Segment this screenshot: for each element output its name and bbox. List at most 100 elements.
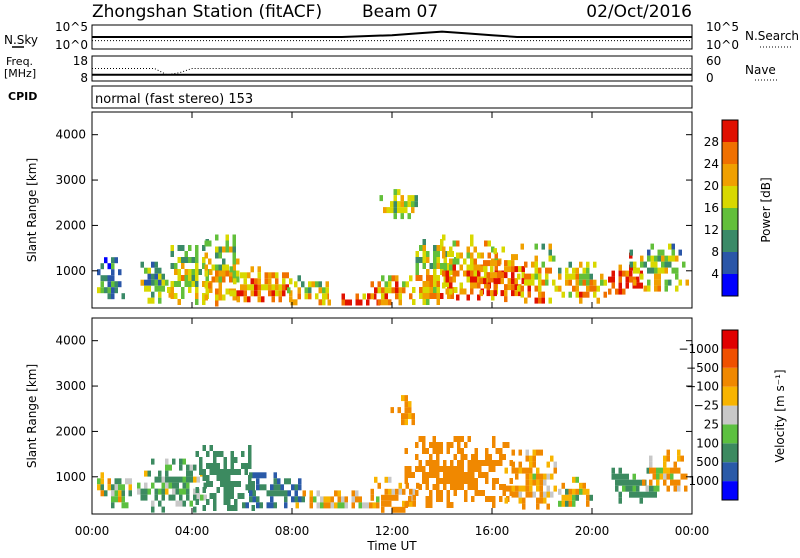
power-cell bbox=[661, 255, 665, 262]
power-cell bbox=[318, 287, 322, 294]
power-cell bbox=[402, 281, 406, 288]
velocity-cell bbox=[663, 455, 667, 462]
noise-right-tick-bottom: 10^0 bbox=[706, 38, 739, 52]
power-cell bbox=[490, 260, 494, 267]
power-cell bbox=[558, 267, 562, 274]
power-cell bbox=[479, 278, 483, 285]
velocity-cell bbox=[158, 500, 162, 507]
velocity-cell bbox=[450, 484, 454, 490]
velocity-colorbar-frame bbox=[721, 329, 739, 501]
velocity-cell bbox=[464, 496, 468, 502]
power-cell bbox=[395, 275, 399, 282]
velocity-cell bbox=[572, 488, 576, 495]
power-cell bbox=[388, 281, 392, 288]
power-cell bbox=[419, 293, 423, 299]
velocity-cell bbox=[518, 461, 522, 468]
power-cell bbox=[618, 276, 622, 283]
power-cell bbox=[639, 282, 643, 289]
power-cell bbox=[568, 261, 572, 268]
power-cell bbox=[325, 281, 329, 288]
power-cell bbox=[236, 270, 240, 277]
velocity-cell bbox=[625, 485, 629, 492]
velocity-cell bbox=[425, 460, 429, 466]
power-cell bbox=[618, 264, 622, 271]
power-cell bbox=[449, 258, 453, 265]
velocity-cell bbox=[395, 488, 399, 495]
power-cell bbox=[654, 273, 658, 280]
velocity-cell bbox=[632, 491, 636, 498]
velocity-cell bbox=[341, 496, 345, 503]
power-cell bbox=[151, 261, 155, 268]
power-cell bbox=[456, 252, 460, 259]
velocity-cell bbox=[251, 481, 255, 487]
velocity-cell bbox=[213, 493, 217, 499]
power-cell bbox=[218, 282, 222, 289]
power-cell bbox=[486, 284, 490, 291]
velocity-cell bbox=[242, 502, 246, 509]
power-cell bbox=[575, 291, 579, 298]
power-cell bbox=[322, 299, 326, 306]
velocity-cell bbox=[450, 466, 454, 472]
velocity-cell bbox=[284, 502, 288, 509]
velocity-cell bbox=[270, 484, 274, 491]
power-colorbar-tick: 16 bbox=[704, 201, 719, 215]
power-cell bbox=[520, 243, 524, 250]
velocity-cell bbox=[492, 478, 496, 484]
power-cell bbox=[654, 285, 658, 292]
velocity-cell bbox=[227, 475, 231, 481]
velocity-cell bbox=[168, 494, 172, 501]
power-cell bbox=[463, 288, 467, 295]
velocity-cell bbox=[256, 472, 260, 479]
velocity-cell bbox=[199, 457, 203, 463]
power-cell bbox=[205, 287, 209, 293]
power-cell bbox=[491, 246, 495, 253]
velocity-cell bbox=[446, 466, 450, 472]
power-cell bbox=[184, 251, 188, 257]
power-cell bbox=[118, 281, 122, 288]
power-cell bbox=[398, 293, 402, 300]
velocity-cell bbox=[432, 484, 436, 490]
power-cell bbox=[484, 282, 488, 289]
power-cell bbox=[393, 213, 397, 220]
power-cell bbox=[470, 288, 474, 295]
velocity-cell bbox=[196, 476, 200, 483]
velocity-cell bbox=[404, 448, 408, 454]
velocity-cell bbox=[175, 476, 179, 483]
velocity-colorbar-swatch bbox=[722, 405, 738, 425]
power-cell bbox=[282, 284, 286, 291]
power-cell bbox=[447, 281, 451, 287]
power-cell bbox=[419, 245, 423, 251]
velocity-cell bbox=[536, 473, 540, 480]
power-cell bbox=[514, 290, 518, 297]
velocity-cell bbox=[481, 472, 485, 478]
velocity-cell bbox=[515, 473, 519, 480]
velocity-cell bbox=[499, 454, 503, 460]
power-cell bbox=[218, 294, 222, 301]
velocity-cell bbox=[467, 436, 471, 442]
velocity-cell bbox=[436, 448, 440, 454]
velocity-cell bbox=[301, 496, 305, 503]
power-cell bbox=[650, 243, 654, 250]
velocity-cell bbox=[532, 473, 536, 480]
power-cell bbox=[534, 285, 538, 292]
velocity-cell bbox=[179, 500, 183, 507]
power-cell bbox=[374, 287, 378, 294]
power-cell bbox=[215, 270, 219, 277]
power-cell bbox=[391, 287, 395, 294]
velocity-cell bbox=[499, 484, 503, 490]
power-colorbar-tick: 4 bbox=[711, 267, 719, 281]
power-cell bbox=[541, 243, 545, 250]
velocity-cell bbox=[622, 473, 626, 480]
power-cell bbox=[436, 287, 440, 293]
velocity-cell bbox=[474, 466, 478, 472]
power-cell bbox=[107, 281, 111, 288]
power-cell bbox=[233, 278, 237, 285]
power-cell bbox=[433, 293, 437, 299]
power-cell bbox=[436, 251, 440, 257]
power-cell bbox=[215, 288, 219, 295]
velocity-cell bbox=[436, 490, 440, 496]
power-cell bbox=[518, 290, 522, 297]
time-tick-label: 00:00 bbox=[675, 524, 710, 538]
power-cell bbox=[345, 299, 349, 306]
velocity-cell bbox=[460, 454, 464, 460]
